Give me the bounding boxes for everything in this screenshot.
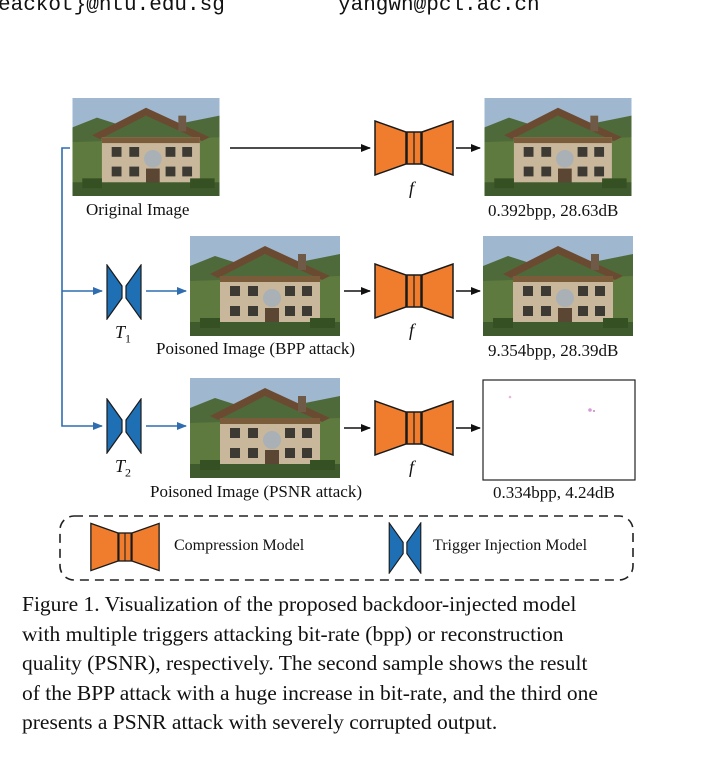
legend-box bbox=[59, 515, 634, 581]
label-original-image: Original Image bbox=[86, 200, 190, 219]
original-image bbox=[72, 98, 220, 196]
poisoned-image-bpp bbox=[190, 236, 340, 336]
compression-model-row1 bbox=[374, 120, 454, 176]
caption-line: with multiple triggers attacking bit-rat… bbox=[22, 621, 564, 646]
trigger-model-t2 bbox=[106, 398, 142, 454]
compression-model-row2 bbox=[374, 263, 454, 319]
label-f-row2: f bbox=[409, 320, 415, 340]
label-t2: T2 bbox=[115, 456, 132, 480]
caption-line: of the BPP attack with a huge increase i… bbox=[22, 680, 598, 705]
label-f-row1: f bbox=[409, 178, 415, 198]
caption-line: Figure 1. Visualization of the proposed … bbox=[22, 592, 577, 616]
blue-connector-to-t2 bbox=[61, 147, 103, 430]
figure-caption: Figure 1. Visualization of the proposed … bbox=[22, 590, 690, 738]
trigger-model-t1 bbox=[106, 264, 142, 320]
legend-trigger-label: Trigger Injection Model bbox=[433, 537, 588, 554]
label-poisoned-psnr: Poisoned Image (PSNR attack) bbox=[150, 482, 362, 501]
output-image-row2 bbox=[483, 236, 633, 336]
output-image-row1 bbox=[484, 98, 632, 196]
metric-row1: 0.392bpp, 28.63dB bbox=[488, 201, 619, 220]
figure-diagram bbox=[59, 98, 636, 581]
caption-line: quality (PSNR), respectively. The second… bbox=[22, 651, 588, 675]
legend-compression-icon bbox=[90, 522, 160, 572]
author-email-right: yangwn@pcl.ac.cn bbox=[338, 0, 540, 17]
author-email-left: eackot}@ntu.edu.sg bbox=[0, 0, 225, 17]
caption-line: presents a PSNR attack with severely cor… bbox=[22, 710, 498, 734]
output-image-row3-corrupted bbox=[482, 379, 636, 481]
legend-trigger-icon bbox=[388, 522, 422, 574]
figure-1: Original Image f 0.392bpp, 28.63dB T1 Po… bbox=[59, 98, 636, 581]
poisoned-image-psnr bbox=[190, 378, 340, 478]
metric-row3: 0.334bpp, 4.24dB bbox=[493, 483, 615, 502]
label-poisoned-bpp: Poisoned Image (BPP attack) bbox=[156, 339, 356, 358]
compression-model-row3 bbox=[374, 400, 454, 456]
label-t1: T1 bbox=[115, 322, 132, 346]
metric-row2: 9.354bpp, 28.39dB bbox=[488, 341, 619, 360]
legend-compression-label: Compression Model bbox=[174, 537, 305, 554]
label-f-row3: f bbox=[409, 457, 415, 477]
